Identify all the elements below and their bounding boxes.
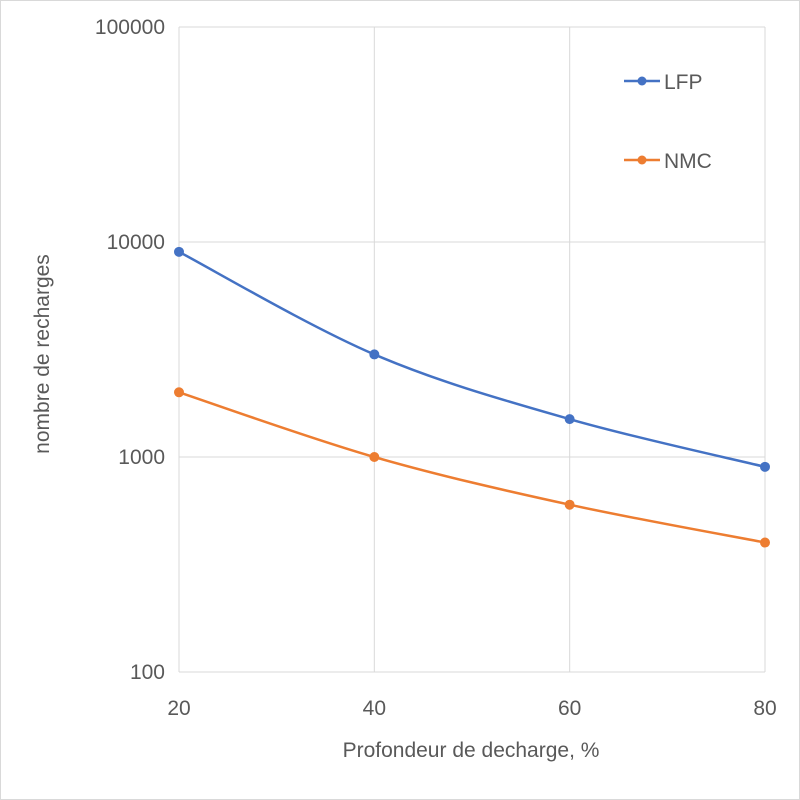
- data-point-nmc: [564, 499, 575, 510]
- x-axis-title: Profondeur de decharge, %: [343, 739, 600, 762]
- data-point-nmc: [760, 537, 770, 548]
- y-tick-label: 100000: [95, 16, 165, 39]
- grid-lines: [178, 26, 766, 673]
- x-tick-label: 20: [167, 697, 190, 720]
- y-tick-label: 1000: [118, 446, 165, 469]
- y-tick-label: 100: [130, 661, 165, 684]
- data-point-nmc: [174, 387, 184, 398]
- series-line-lfp: [178, 250, 766, 469]
- legend-marker-lfp: [637, 76, 647, 86]
- data-point-lfp: [760, 461, 770, 472]
- x-tick-label: 60: [558, 697, 581, 720]
- series-line-nmc: [178, 391, 766, 544]
- axes: 100 1000 10000 100000 20 40 60 80: [95, 16, 777, 720]
- x-tick-label: 80: [753, 697, 776, 720]
- legend-label-nmc: NMC: [664, 150, 712, 173]
- legend-label-lfp: LFP: [664, 71, 703, 94]
- legend-marker-nmc: [637, 155, 647, 165]
- y-tick-label: 10000: [107, 231, 165, 254]
- data-point-lfp: [174, 246, 184, 257]
- legend: LFP NMC: [624, 71, 712, 173]
- data-point-lfp: [564, 414, 575, 425]
- y-axis-title: nombre de recharges: [31, 254, 54, 454]
- x-tick-label: 40: [363, 697, 386, 720]
- plot-series: [174, 246, 770, 548]
- data-point-nmc: [369, 452, 380, 462]
- data-point-lfp: [369, 349, 380, 360]
